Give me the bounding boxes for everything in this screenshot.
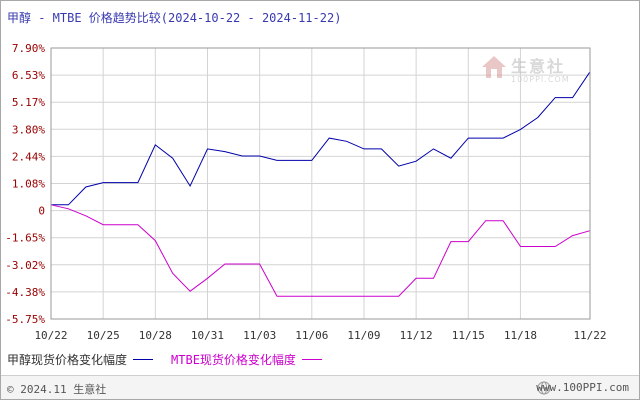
legend-item-series-1: 甲醇现货价格变化幅度: [7, 351, 154, 368]
x-tick-label: 11/15: [452, 329, 485, 342]
site-link[interactable]: www.100PPI.com: [536, 381, 629, 394]
y-tick-label: -5.75%: [5, 313, 45, 326]
legend: 甲醇现货价格变化幅度 MTBE现货价格变化幅度: [7, 350, 340, 368]
y-tick-label: 0: [38, 205, 45, 218]
watermark-url: 100PPI.COM: [511, 75, 570, 84]
y-tick-label: 3.80%: [12, 123, 45, 136]
x-tick-label: 11/06: [295, 329, 328, 342]
x-tick-label: 10/31: [191, 329, 224, 342]
x-tick-label: 10/28: [139, 329, 172, 342]
y-tick-label: 1.08%: [12, 178, 45, 191]
legend-series-1-swatch: [133, 358, 154, 360]
x-tick-label: 10/25: [87, 329, 120, 342]
legend-series-1-label: 甲醇现货价格变化幅度: [7, 352, 128, 367]
globe-icon: [537, 381, 551, 395]
y-tick-label: -4.38%: [5, 286, 45, 299]
copyright-text: © 2024.11 生意社: [7, 383, 107, 396]
x-axis-ticks: 10/22 10/25 10/28 10/31 11/03 11/06 11/09 11/12…: [34, 329, 606, 342]
y-tick-label: 5.17%: [12, 96, 45, 109]
y-tick-label: 6.53%: [12, 69, 45, 82]
watermark-text: 生意社: [511, 57, 566, 76]
x-tick-label: 11/09: [347, 329, 380, 342]
y-tick-label: -3.02%: [5, 259, 45, 272]
footer: © 2024.11 生意社 www.100PPI.com: [1, 375, 639, 399]
y-tick-label: 2.44%: [12, 150, 45, 163]
x-tick-label: 11/18: [504, 329, 537, 342]
x-tick-label: 11/12: [400, 329, 433, 342]
y-tick-label: 7.90%: [12, 42, 45, 55]
legend-item-series-2: MTBE现货价格变化幅度: [171, 351, 322, 368]
y-axis-ticks: 7.90% 6.53% 5.17% 3.80% 2.44% 1.08% 0 -1.65% -3.…: [5, 42, 45, 326]
x-tick-label: 10/22: [34, 329, 67, 342]
series-line-2: [50, 204, 591, 297]
x-tick-label: 11/03: [243, 329, 276, 342]
series-line-1: [51, 71, 591, 206]
x-tick-label: 11/22: [573, 329, 606, 342]
y-tick-label: -1.65%: [5, 232, 45, 245]
legend-series-2-label: MTBE现货价格变化幅度: [171, 352, 296, 367]
house-logo-icon: [482, 56, 506, 78]
watermark: 生意社 100PPI.COM: [481, 53, 591, 91]
plot-border: [50, 47, 591, 320]
series-lines: [50, 71, 591, 297]
chart-title: 甲醇 - MTBE 价格趋势比较(2024-10-22 - 2024-11-22…: [7, 11, 342, 25]
legend-series-2-swatch: [301, 358, 322, 360]
